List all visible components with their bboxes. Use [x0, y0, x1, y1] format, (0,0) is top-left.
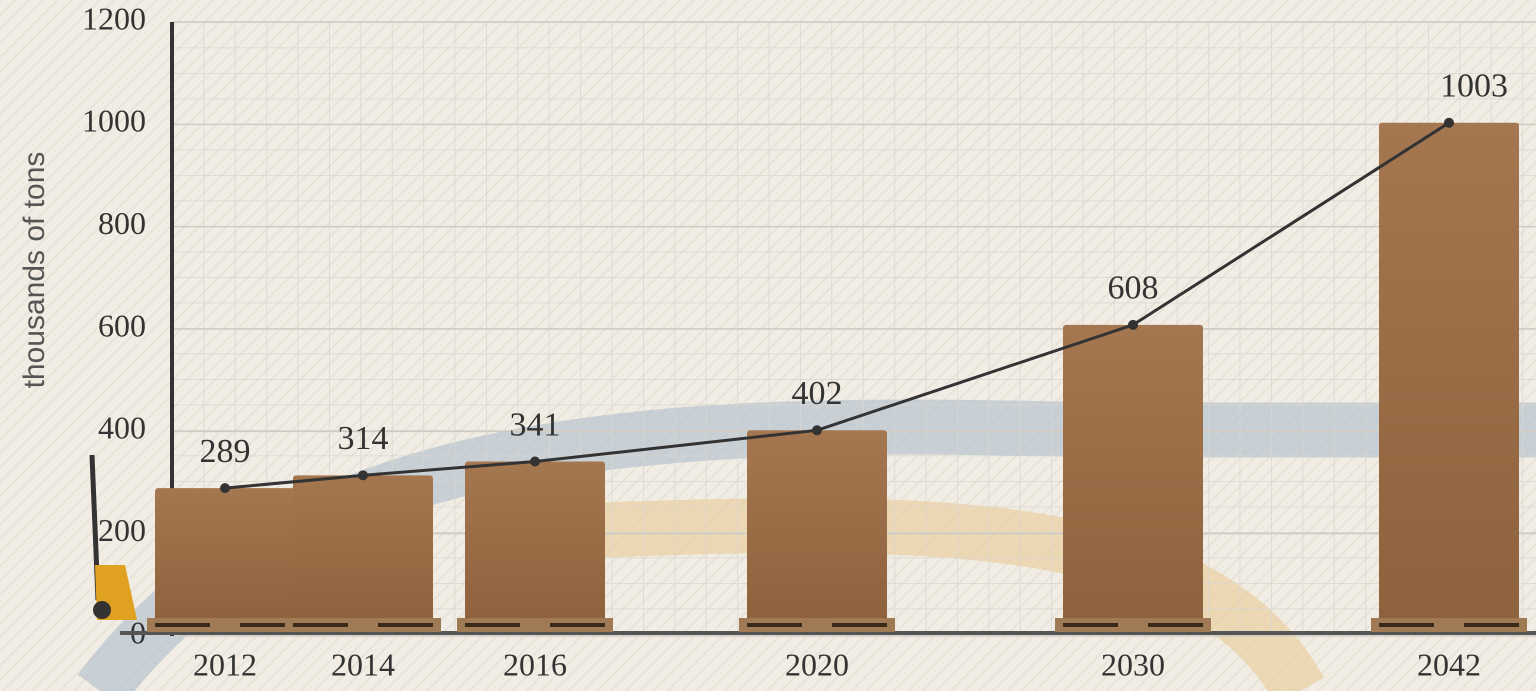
x-tick-label: 2030: [1101, 646, 1165, 682]
pallet: [457, 618, 613, 632]
pallet-slot: [1063, 623, 1118, 627]
pallet: [1371, 618, 1527, 632]
point: [530, 456, 540, 467]
pallet-slot: [378, 623, 433, 627]
y-tick-label: 200: [98, 512, 146, 548]
box-bar: [465, 461, 605, 622]
point: [358, 470, 368, 481]
x-tick-label: 2014: [331, 646, 395, 682]
pallet-jack: [89, 454, 137, 620]
box-bar: [293, 475, 433, 622]
point: [220, 483, 230, 494]
pallet-slot: [1464, 623, 1519, 627]
point: [812, 425, 822, 436]
value-label: 314: [338, 420, 389, 457]
box-bar: [747, 430, 887, 622]
value-label: 341: [510, 406, 561, 443]
pallet-slot: [832, 623, 887, 627]
value-label: 402: [792, 375, 843, 412]
y-tick-label: 600: [98, 307, 146, 343]
box-bar: [155, 488, 295, 622]
y-tick-label: 800: [98, 205, 146, 241]
y-tick-label: 1200: [82, 0, 146, 36]
x-tick-label: 2012: [193, 646, 257, 682]
pallet-slot: [550, 623, 605, 627]
pallet-slot: [465, 623, 520, 627]
value-label: 1003: [1440, 68, 1508, 105]
pallet-slot: [240, 623, 295, 627]
value-label: 608: [1108, 270, 1159, 307]
pallet-slot: [1148, 623, 1203, 627]
series-line: [224, 121, 1450, 490]
pallet-slot: [293, 623, 348, 627]
x-tick-label: 2020: [785, 646, 849, 682]
box-bar: [1063, 324, 1203, 622]
x-tick-label: 2042: [1417, 646, 1481, 682]
y-axis-label: thousands of tons: [18, 152, 51, 389]
pallet: [739, 618, 895, 632]
y-tick-label: 1000: [82, 103, 146, 139]
pallet-slot: [155, 623, 210, 627]
pallet-slot: [1379, 623, 1434, 627]
pallet: [147, 618, 303, 632]
x-tick-label: 2016: [503, 646, 567, 682]
pallet: [285, 618, 441, 632]
point: [1128, 319, 1138, 330]
box-bar: [1379, 122, 1519, 622]
pallet-slot: [747, 623, 802, 627]
point: [1444, 117, 1454, 128]
y-tick-label: 400: [98, 410, 146, 446]
pallet: [1055, 618, 1211, 632]
value-label: 289: [200, 433, 251, 470]
